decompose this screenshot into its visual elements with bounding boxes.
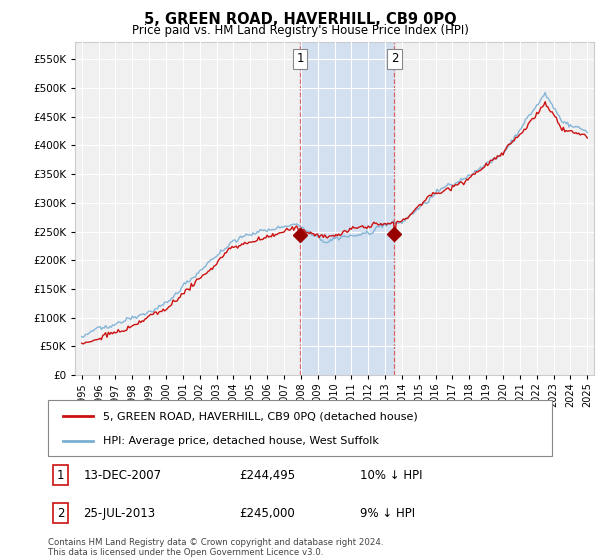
Text: 2: 2 <box>391 52 398 65</box>
Text: 25-JUL-2013: 25-JUL-2013 <box>83 507 155 520</box>
Text: 10% ↓ HPI: 10% ↓ HPI <box>361 469 423 482</box>
Text: 1: 1 <box>57 469 64 482</box>
Text: Price paid vs. HM Land Registry's House Price Index (HPI): Price paid vs. HM Land Registry's House … <box>131 24 469 36</box>
Text: 2: 2 <box>57 507 64 520</box>
Text: 9% ↓ HPI: 9% ↓ HPI <box>361 507 416 520</box>
Text: 1: 1 <box>296 52 304 65</box>
Text: 13-DEC-2007: 13-DEC-2007 <box>83 469 161 482</box>
FancyBboxPatch shape <box>48 400 552 456</box>
Bar <box>300 42 394 375</box>
Text: HPI: Average price, detached house, West Suffolk: HPI: Average price, detached house, West… <box>103 436 379 446</box>
Text: 5, GREEN ROAD, HAVERHILL, CB9 0PQ (detached house): 5, GREEN ROAD, HAVERHILL, CB9 0PQ (detac… <box>103 411 418 421</box>
Text: £245,000: £245,000 <box>239 507 295 520</box>
Text: Contains HM Land Registry data © Crown copyright and database right 2024.
This d: Contains HM Land Registry data © Crown c… <box>48 538 383 557</box>
Text: 5, GREEN ROAD, HAVERHILL, CB9 0PQ: 5, GREEN ROAD, HAVERHILL, CB9 0PQ <box>143 12 457 27</box>
Text: £244,495: £244,495 <box>239 469 296 482</box>
